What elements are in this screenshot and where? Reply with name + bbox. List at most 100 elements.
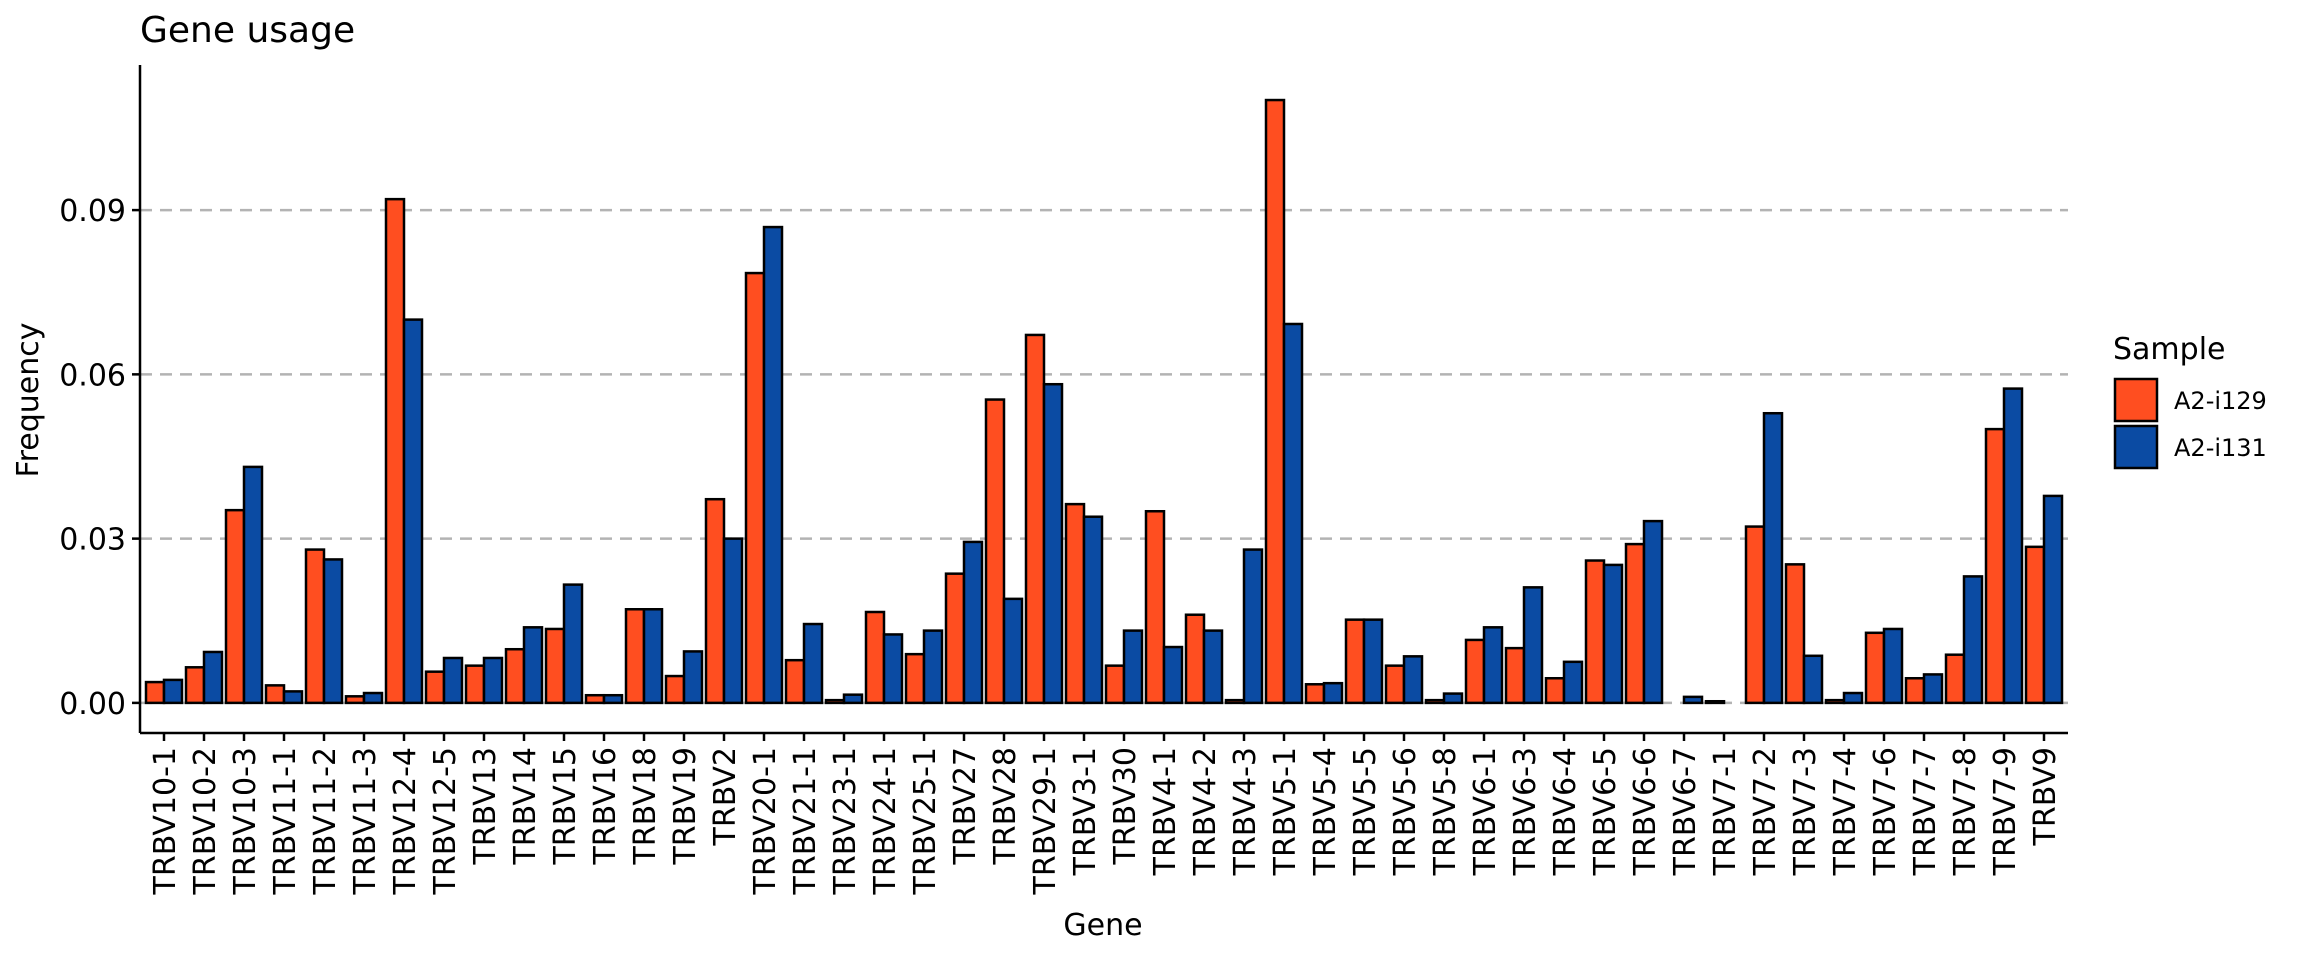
x-tick-label: TRBV6-5: [1588, 747, 1623, 876]
bar-trbv5-4-a2-i131: [1322, 681, 1344, 705]
x-tick-label: TRBV21-1: [788, 747, 823, 895]
bar-trbv5-4-a2-i129: [1304, 683, 1326, 705]
bar-trbv5-1-a2-i129: [1264, 98, 1286, 705]
bar-trbv25-1-a2-i131: [922, 629, 944, 705]
bar-trbv6-1-a2-i129: [1464, 638, 1486, 705]
bar-trbv10-2-a2-i129: [184, 666, 206, 705]
x-tick-label: TRBV7-7: [1908, 747, 1943, 876]
x-tick-label: TRBV10-1: [148, 747, 183, 895]
bar-trbv5-6-a2-i131: [1402, 655, 1424, 705]
bar-trbv9-a2-i129: [2024, 545, 2046, 705]
bar-trbv6-3-a2-i131: [1522, 586, 1544, 705]
bar-trbv23-1-a2-i129: [824, 698, 846, 705]
x-axis-ticks: TRBV10-1 TRBV10-2 TRBV10-3 TRBV11-1 TRBV11-2…: [148, 733, 2063, 895]
x-tick-label: TRBV29-1: [1028, 747, 1063, 895]
x-tick-label: TRBV12-4: [388, 747, 423, 895]
bar-trbv10-1-a2-i129: [144, 680, 166, 705]
bar-trbv28-a2-i131: [1002, 597, 1024, 705]
bar-trbv3-1-a2-i129: [1064, 502, 1086, 705]
bar-trbv28-a2-i129: [984, 398, 1006, 705]
bar-trbv5-1-a2-i131: [1282, 322, 1304, 705]
x-tick-label: TRBV7-3: [1788, 747, 1823, 876]
x-tick-label: TRBV11-3: [348, 747, 383, 895]
bar-trbv14-a2-i131: [522, 626, 544, 705]
x-tick-label: TRBV10-3: [228, 747, 263, 895]
bar-trbv5-5-a2-i129: [1344, 618, 1366, 705]
bar-trbv15-a2-i129: [544, 627, 566, 705]
bar-trbv7-7-a2-i131: [1922, 673, 1944, 705]
x-tick-label: TRBV19: [668, 747, 703, 866]
bar-trbv6-4-a2-i131: [1562, 660, 1584, 705]
bar-trbv24-1-a2-i131: [882, 633, 904, 705]
bar-trbv3-1-a2-i131: [1082, 515, 1104, 705]
legend-title: Sample: [2113, 332, 2226, 367]
bar-trbv13-a2-i131: [482, 656, 504, 705]
x-tick-label: TRBV20-1: [748, 747, 783, 895]
bars: [144, 98, 2064, 705]
bar-trbv4-2-a2-i129: [1184, 613, 1206, 705]
bar-trbv12-5-a2-i129: [424, 670, 446, 705]
x-tick-label: TRBV15: [548, 747, 583, 866]
bar-trbv7-9-a2-i129: [1984, 427, 2006, 705]
bar-trbv20-1-a2-i131: [762, 225, 784, 705]
bar-trbv12-4-a2-i131: [402, 318, 424, 705]
bar-trbv5-8-a2-i131: [1442, 692, 1464, 705]
bar-trbv6-1-a2-i131: [1482, 626, 1504, 705]
bar-trbv15-a2-i131: [562, 583, 584, 705]
bar-trbv18-a2-i129: [624, 608, 646, 705]
x-tick-label: TRBV7-9: [1988, 747, 2023, 876]
bar-trbv10-3-a2-i129: [224, 508, 246, 705]
x-tick-label: TRBV6-3: [1508, 747, 1543, 876]
bar-trbv10-1-a2-i131: [162, 678, 184, 705]
bar-trbv7-4-a2-i129: [1824, 698, 1846, 705]
bar-trbv12-5-a2-i131: [442, 656, 464, 705]
bar-trbv11-1-a2-i129: [264, 684, 286, 705]
bar-trbv23-1-a2-i131: [842, 693, 864, 705]
x-tick-label: TRBV12-5: [428, 747, 463, 895]
x-tick-label: TRBV5-6: [1388, 747, 1423, 876]
bar-trbv7-9-a2-i131: [2002, 387, 2024, 705]
y-tick-label: 0.03: [59, 523, 126, 558]
bar-trbv19-a2-i129: [664, 674, 686, 705]
bar-trbv5-5-a2-i131: [1362, 618, 1384, 705]
x-tick-label: TRBV11-1: [268, 747, 303, 895]
bar-trbv25-1-a2-i129: [904, 652, 926, 705]
x-tick-label: TRBV6-6: [1628, 747, 1663, 876]
bar-trbv7-8-a2-i129: [1944, 653, 1966, 705]
bar-trbv10-2-a2-i131: [202, 650, 224, 705]
x-tick-label: TRBV7-2: [1748, 747, 1783, 876]
bar-trbv30-a2-i131: [1122, 629, 1144, 705]
bar-trbv6-7-a2-i131: [1682, 695, 1704, 705]
bar-trbv2-a2-i131: [722, 537, 744, 705]
bar-trbv11-2-a2-i131: [322, 558, 344, 705]
x-tick-label: TRBV5-8: [1428, 747, 1463, 876]
bar-trbv6-5-a2-i131: [1602, 563, 1624, 705]
bar-trbv4-2-a2-i131: [1202, 629, 1224, 705]
x-tick-label: TRBV7-1: [1708, 747, 1743, 876]
y-tick-label: 0.06: [59, 358, 126, 393]
legend-swatch-a2-i129: [2113, 377, 2159, 423]
bar-trbv6-4-a2-i129: [1544, 676, 1566, 705]
bar-trbv7-6-a2-i131: [1882, 627, 1904, 705]
x-tick-label: TRBV27: [948, 747, 983, 866]
bar-trbv27-a2-i131: [962, 540, 984, 705]
x-tick-label: TRBV2: [708, 747, 743, 846]
x-tick-label: TRBV5-5: [1348, 747, 1383, 876]
bar-trbv7-3-a2-i129: [1784, 563, 1806, 705]
x-tick-label: TRBV5-1: [1268, 747, 1303, 876]
bar-trbv20-1-a2-i129: [744, 271, 766, 705]
legend-label-a2-i131: A2-i131: [2174, 434, 2267, 462]
x-tick-label: TRBV23-1: [828, 747, 863, 895]
x-tick-label: TRBV9: [2028, 747, 2063, 846]
legend-label-a2-i129: A2-i129: [2174, 387, 2267, 415]
bar-trbv29-1-a2-i131: [1042, 382, 1064, 705]
bar-trbv24-1-a2-i129: [864, 610, 886, 705]
x-axis-title: Gene: [1063, 908, 1142, 943]
x-tick-label: TRBV7-4: [1828, 747, 1863, 876]
bar-trbv21-1-a2-i129: [784, 658, 806, 705]
bar-trbv6-6-a2-i131: [1642, 519, 1664, 705]
bar-trbv6-6-a2-i129: [1624, 542, 1646, 705]
bar-trbv4-3-a2-i129: [1224, 698, 1246, 705]
x-tick-label: TRBV30: [1108, 747, 1143, 866]
